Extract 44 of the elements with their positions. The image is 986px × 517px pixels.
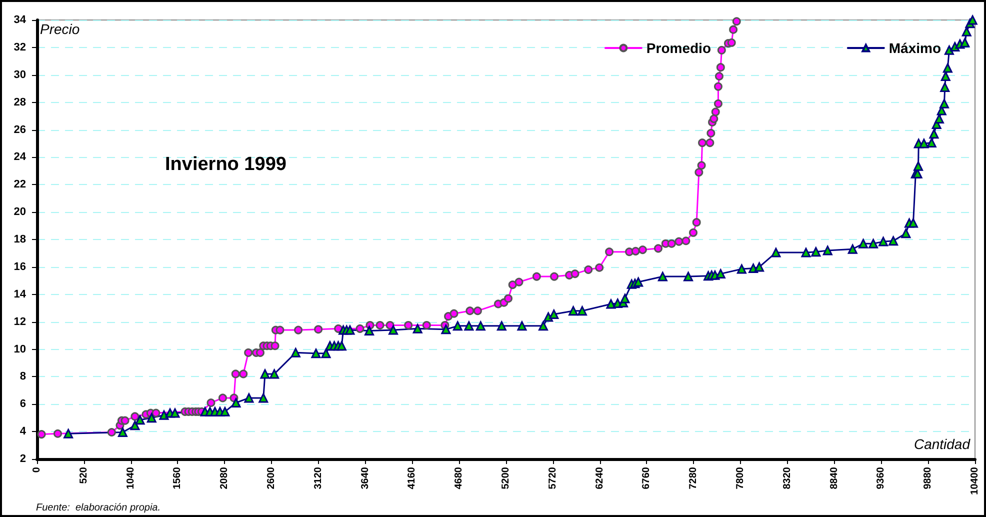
- y-axis-title: Precio: [40, 21, 80, 37]
- x-tick-label: 7800: [735, 466, 746, 490]
- y-tick-label: 4: [20, 426, 27, 438]
- y-tick-label: 14: [14, 288, 27, 300]
- x-tick-label: 6760: [641, 466, 652, 490]
- legend-label: Promedio: [646, 40, 712, 56]
- x-tick-label: 4680: [454, 466, 465, 490]
- y-tick-label: 16: [14, 260, 26, 273]
- y-tick-label: 28: [14, 96, 26, 108]
- x-axis-title: Cantidad: [914, 436, 972, 452]
- text: Invierno 1999: [165, 154, 286, 175]
- x-tick-label: 6240: [594, 466, 606, 490]
- x-tick-label: 1560: [172, 466, 184, 490]
- x-tick-label: 0: [32, 466, 42, 473]
- x-tick-label: 1040: [125, 466, 136, 490]
- y-tick-label: 20: [14, 206, 26, 218]
- y-tick-label: 2: [20, 453, 26, 465]
- x-tick-label: 7280: [688, 466, 700, 490]
- x-tick-label: 4160: [406, 466, 418, 490]
- legend-label: Máximo: [888, 40, 941, 56]
- x-tick-label: 3640: [360, 466, 371, 490]
- y-tick-label: 18: [14, 234, 26, 246]
- x-tick-label: 5200: [500, 466, 512, 490]
- y-tick-label: 6: [20, 398, 26, 410]
- x-tick-label: 8840: [828, 466, 840, 490]
- x-tick-label: 8320: [782, 466, 793, 490]
- x-tick-label: 9360: [876, 466, 887, 490]
- x-tick-label: 2080: [219, 466, 230, 490]
- y-tick-label: 22: [14, 178, 26, 191]
- y-tick-label: 26: [14, 124, 26, 136]
- source-note: Fuente: elaboración propia.: [36, 502, 161, 514]
- y-tick-label: 32: [14, 41, 26, 54]
- y-tick-label: 24: [14, 151, 27, 164]
- y-tick-label: 30: [14, 68, 26, 81]
- x-tick-label: 3120: [312, 466, 324, 490]
- x-tick-label: 9880: [922, 466, 934, 490]
- y-tick-label: 10: [14, 343, 26, 356]
- y-tick-label: 12: [14, 316, 26, 328]
- y-tick-label: 8: [20, 370, 26, 383]
- x-tick-label: 2600: [266, 466, 277, 490]
- y-tick-label: 34: [14, 14, 27, 26]
- x-tick-label: 520: [78, 466, 90, 484]
- x-tick-label: 5720: [547, 466, 558, 490]
- x-tick-label: 10400: [970, 466, 980, 495]
